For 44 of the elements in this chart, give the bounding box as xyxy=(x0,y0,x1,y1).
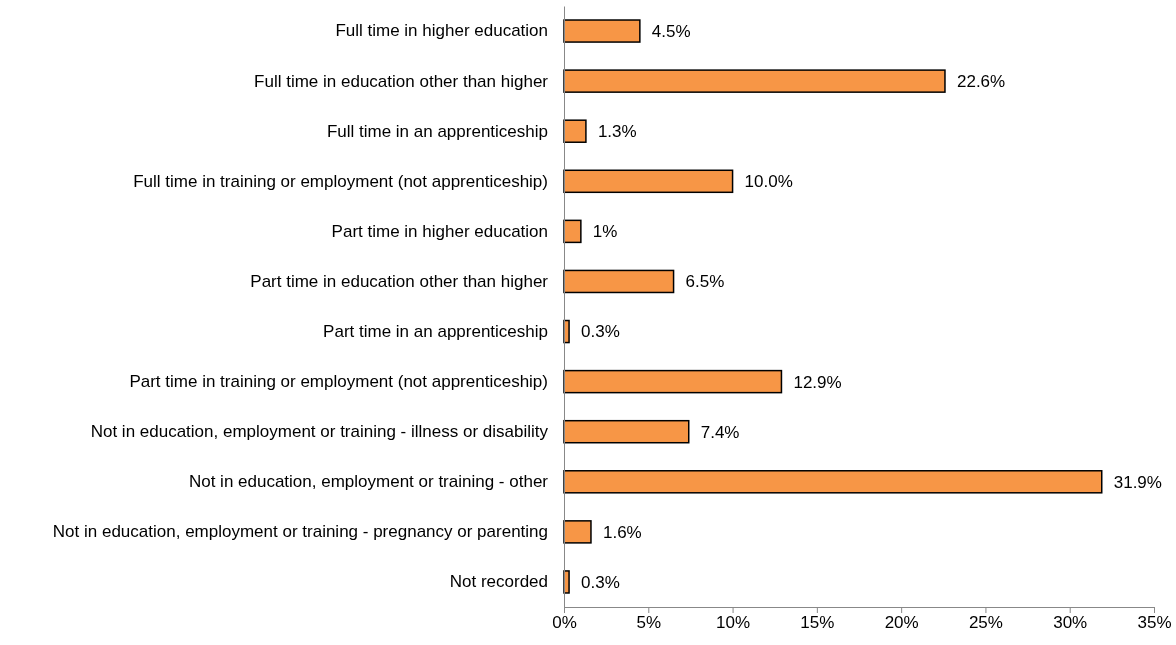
bar xyxy=(563,369,783,394)
data-label: 0.3% xyxy=(581,322,620,342)
data-label: 12.9% xyxy=(793,372,842,392)
data-label: 1% xyxy=(592,222,618,242)
data-label: 7.4% xyxy=(700,422,740,442)
bar xyxy=(563,119,587,143)
y-tick-label: Full time in higher education xyxy=(335,21,548,41)
x-tick-label: 5% xyxy=(636,613,662,633)
y-tick-label: Full time in training or employment (not apprenticeship) xyxy=(133,171,548,191)
data-label: 0.3% xyxy=(581,572,620,592)
bar xyxy=(563,69,946,93)
data-label: 31.9% xyxy=(1113,472,1162,492)
data-label: 4.5% xyxy=(651,21,691,41)
y-tick-label: Part time in education other than higher xyxy=(250,271,549,291)
bar xyxy=(563,520,592,544)
data-label: 1.3% xyxy=(597,122,637,142)
bar xyxy=(563,169,734,194)
data-label: 10.0% xyxy=(744,172,793,192)
y-tick-label: Part time in training or employment (not apprenticeship) xyxy=(129,372,548,392)
bar xyxy=(563,570,570,594)
x-tick-label: 10% xyxy=(716,613,751,633)
x-tick-label: 35% xyxy=(1137,613,1172,633)
y-tick-label: Not recorded xyxy=(449,572,548,592)
data-label: 22.6% xyxy=(956,72,1006,92)
bar xyxy=(563,219,582,244)
x-tick-label: 20% xyxy=(884,613,919,633)
y-tick-label: Not in education, employment or training - other xyxy=(188,472,549,492)
x-tick-label: 30% xyxy=(1053,613,1088,633)
bar xyxy=(563,470,1103,494)
y-tick-label: Part time in higher education xyxy=(331,221,548,241)
y-tick-label: Not in education, employment or training - illness or disability xyxy=(90,422,549,442)
bar xyxy=(563,419,690,444)
bar xyxy=(563,319,570,344)
x-tick-label: 15% xyxy=(800,613,835,633)
y-tick-label: Part time in an apprenticeship xyxy=(323,321,548,341)
x-tick-label: 0% xyxy=(552,613,577,633)
bar xyxy=(563,269,675,294)
data-label: 6.5% xyxy=(685,272,725,292)
y-tick-label: Full time in an apprenticeship xyxy=(326,121,548,141)
y-tick-label: Full time in education other than higher xyxy=(254,71,549,91)
data-label: 1.6% xyxy=(602,522,642,542)
y-tick-label: Not in education, employment or training - pregnancy or parenting xyxy=(52,522,548,542)
x-tick-label: 25% xyxy=(968,613,1003,633)
bar xyxy=(563,19,641,43)
